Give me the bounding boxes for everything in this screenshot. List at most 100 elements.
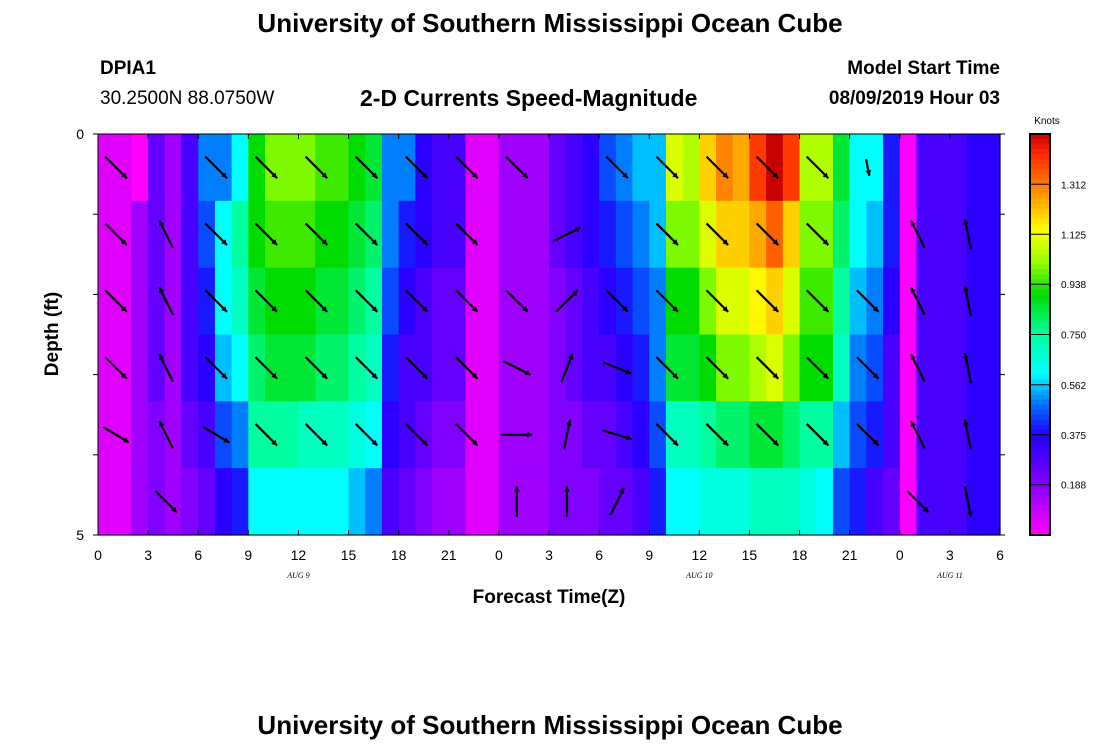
- colorbar-segment: [1030, 149, 1050, 155]
- current-vector: [204, 222, 228, 246]
- heatmap-cell: [432, 334, 450, 402]
- colorbar-tick-label: 0.188: [1061, 481, 1086, 492]
- heatmap-cell: [699, 267, 717, 336]
- heatmap-cell: [682, 200, 700, 269]
- station-name: DPIA1: [100, 58, 156, 79]
- heatmap-cell: [933, 200, 951, 269]
- current-vector: [158, 286, 174, 316]
- heatmap-cell: [315, 401, 333, 469]
- heatmap-cell: [665, 401, 684, 469]
- heatmap-cell: [782, 267, 801, 336]
- colorbar-segment: [1030, 424, 1050, 431]
- heatmap-cell: [816, 200, 834, 269]
- heatmap-cell: [432, 200, 450, 269]
- current-vector: [204, 289, 228, 313]
- colorbar-segment: [1030, 479, 1050, 486]
- colorbar-segment: [1030, 349, 1050, 356]
- current-vector: [609, 487, 625, 516]
- heatmap-cell: [933, 267, 951, 336]
- colorbar-segment: [1030, 454, 1050, 461]
- heatmap-cell: [114, 267, 133, 336]
- heatmap-cell: [432, 401, 450, 469]
- heatmap-cell: [214, 267, 233, 336]
- heatmap-cell: [398, 267, 416, 336]
- heatmap-cell: [265, 334, 283, 402]
- x-tick-label: 18: [391, 547, 407, 563]
- heatmap-cell: [365, 334, 383, 402]
- heatmap-cell: [465, 200, 483, 269]
- x-tick-label: 0: [896, 547, 904, 563]
- heatmap-cell: [348, 200, 366, 269]
- current-vector: [405, 423, 429, 447]
- heatmap-cell: [131, 334, 149, 402]
- current-vector: [455, 155, 479, 180]
- heatmap-cell: [214, 134, 233, 202]
- current-vector: [805, 356, 830, 380]
- heatmap-cell: [532, 334, 550, 402]
- colorbar-tick-label: 0.750: [1061, 331, 1086, 342]
- heatmap-cell: [716, 334, 734, 402]
- current-vector: [501, 431, 533, 438]
- heatmap-cell: [615, 334, 634, 402]
- x-tick-label: 9: [244, 547, 252, 563]
- current-vector: [405, 155, 429, 180]
- heatmap-cell: [532, 401, 550, 469]
- heatmap-cell: [532, 200, 550, 269]
- current-vector: [405, 289, 429, 313]
- colorbar-segment: [1030, 169, 1050, 175]
- heatmap-cell: [832, 334, 851, 402]
- heatmap-cell: [315, 200, 333, 269]
- heatmap-cell: [248, 134, 266, 202]
- heatmap-cell: [883, 401, 901, 469]
- heatmap-cell: [615, 134, 634, 202]
- heatmap-cell: [933, 134, 951, 202]
- heatmap-cell: [448, 401, 467, 469]
- current-vector: [755, 356, 780, 380]
- heatmap-cell: [148, 468, 166, 536]
- heatmap-cell: [348, 401, 366, 469]
- heatmap-cell: [732, 267, 751, 336]
- colorbar-segment: [1030, 389, 1050, 396]
- heatmap-cell: [599, 267, 617, 336]
- heatmap-cell: [966, 468, 984, 536]
- heatmap-cell: [832, 200, 851, 269]
- colorbar-segment: [1030, 379, 1050, 386]
- heatmap-cell: [482, 134, 500, 202]
- current-vector: [555, 289, 579, 313]
- colorbar-segment: [1030, 364, 1050, 371]
- heatmap-cell: [816, 134, 834, 202]
- heatmap-cell: [866, 334, 884, 402]
- heatmap-cell: [916, 468, 934, 536]
- heatmap-cell: [164, 401, 183, 469]
- heatmap-cell: [749, 267, 767, 336]
- heatmap-cell: [515, 200, 533, 269]
- heatmap-cell: [265, 267, 283, 336]
- colorbar-segment: [1030, 354, 1050, 361]
- heatmap-cell: [448, 334, 467, 402]
- heatmap-cell: [916, 401, 934, 469]
- heatmap-cell: [749, 468, 767, 536]
- heatmap-cell: [231, 468, 249, 536]
- colorbar-segment: [1030, 229, 1050, 235]
- heatmap-cell: [231, 401, 249, 469]
- heatmap-cell: [599, 334, 617, 402]
- colorbar-segment: [1030, 494, 1050, 501]
- heatmap-cell: [214, 468, 233, 536]
- heatmap-cell: [148, 334, 166, 402]
- heatmap-cell: [281, 401, 300, 469]
- heatmap-cell: [849, 267, 867, 336]
- current-vector: [254, 423, 278, 447]
- heatmap-cell: [899, 468, 918, 536]
- heatmap-cell: [331, 200, 350, 269]
- heatmap-cell: [966, 334, 984, 402]
- colorbar-segment: [1030, 144, 1050, 150]
- heatmap-cell: [632, 134, 650, 202]
- colorbar-segment: [1030, 429, 1050, 436]
- heatmap-cell: [899, 334, 918, 402]
- current-vector: [909, 420, 926, 449]
- colorbar-segment: [1030, 384, 1050, 391]
- current-vector: [505, 289, 529, 313]
- heatmap-cell: [766, 200, 784, 269]
- heatmap-cell: [849, 200, 867, 269]
- heatmap-cell: [331, 468, 350, 536]
